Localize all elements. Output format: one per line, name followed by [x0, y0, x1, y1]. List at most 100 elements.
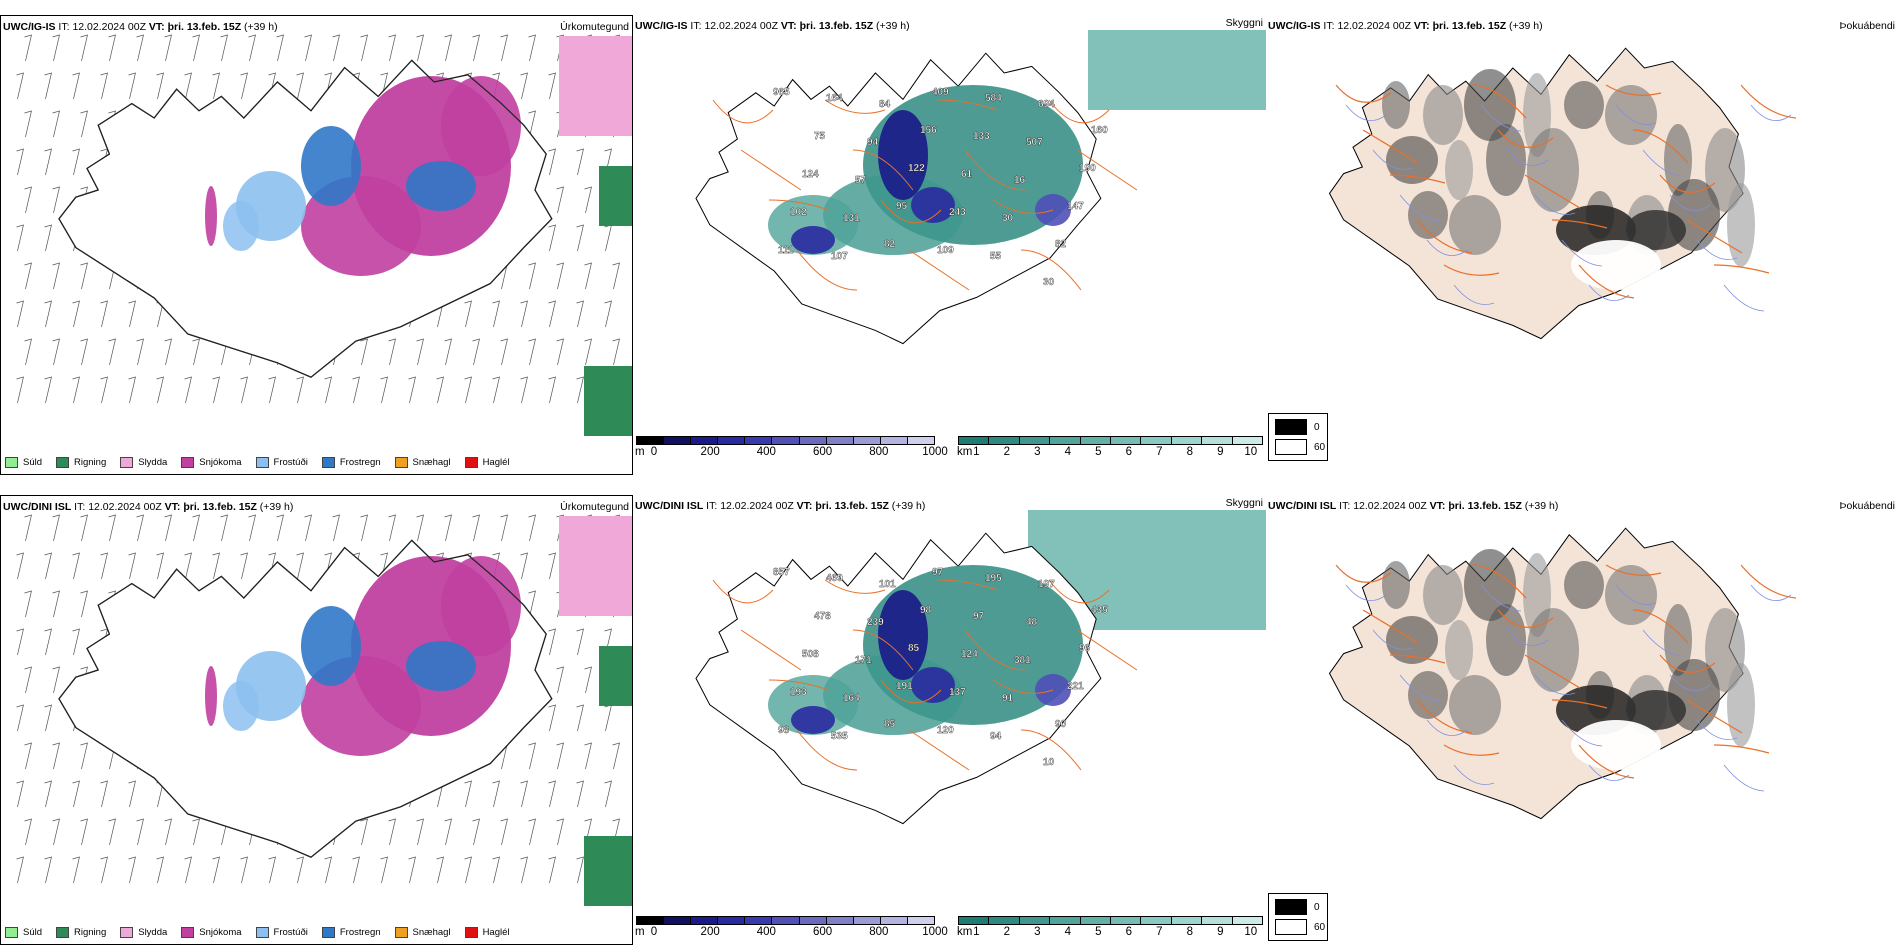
wind-barb	[492, 856, 500, 884]
wind-barb	[304, 514, 312, 542]
panel-header: UWC/DINI ISL IT: 12.02.2024 00Z VT: þri.…	[635, 500, 926, 512]
colorbar-tick: 800	[869, 926, 889, 938]
cloud-base-label: 82	[884, 239, 896, 250]
fog-index-area	[1664, 604, 1692, 676]
precip-area-freezing-rain	[301, 606, 361, 686]
wind-barb	[24, 514, 32, 542]
fog-index-clear	[1571, 240, 1661, 290]
wind-barb	[528, 742, 536, 770]
wind-barb	[100, 552, 108, 580]
road-line	[1443, 264, 1500, 276]
road-line	[964, 149, 1026, 191]
wind-barb	[128, 552, 136, 580]
colorbar-segment	[664, 437, 692, 444]
road-line	[880, 199, 942, 224]
wind-barb	[408, 376, 416, 404]
wind-barb	[44, 300, 52, 328]
panel-title: Skyggni	[1225, 497, 1263, 509]
cloud-base-label: 94	[867, 137, 879, 148]
wind-barb	[240, 72, 248, 100]
precip-area-sleet	[559, 516, 632, 616]
wind-barb	[464, 300, 472, 328]
wind-barb	[184, 72, 192, 100]
river-line	[1588, 764, 1630, 782]
fog-index-clear	[1571, 720, 1661, 770]
colorbar-tick: 400	[756, 926, 776, 938]
iceland-coastline-outline	[58, 59, 553, 378]
fog-index-area	[1423, 85, 1463, 145]
cloud-base-label: 239	[867, 617, 884, 628]
wind-barb	[548, 148, 556, 176]
wind-barb	[268, 856, 276, 884]
legend-item: Rigning	[56, 927, 106, 938]
road-line	[964, 629, 1026, 671]
cloud-base-label: 98	[778, 725, 790, 736]
colorbar-segment	[989, 437, 1020, 444]
wind-barb	[492, 300, 500, 328]
road-line	[1524, 654, 1581, 689]
precip-area-freezing-rain	[406, 641, 476, 691]
road-line	[1632, 609, 1689, 644]
legend-item: Rigning	[56, 457, 106, 468]
precip-map	[16, 34, 632, 436]
colorbar-segment	[1141, 437, 1172, 444]
road-line	[768, 679, 830, 691]
river-line	[1453, 284, 1495, 305]
colorbar-tick: 200	[700, 926, 720, 938]
road-line	[1686, 699, 1743, 734]
fog-legend-row: 0	[1275, 419, 1320, 435]
cloud-base-label: 82	[1055, 239, 1067, 250]
fog-index-area	[1605, 565, 1657, 625]
wind-barb	[360, 818, 368, 846]
legend-label: Snæhagl	[412, 927, 451, 938]
wind-barb	[324, 856, 332, 884]
colorbar-unit: m	[635, 926, 645, 938]
colorbar-segment	[826, 917, 854, 924]
colorbar-tick: 1	[973, 926, 980, 938]
panel-header: UWC/IG-IS IT: 12.02.2024 00Z VT: þri. 13…	[3, 21, 278, 33]
wind-barb	[72, 856, 80, 884]
wind-barb	[16, 552, 24, 580]
panel-header: UWC/DINI ISL IT: 12.02.2024 00Z VT: þri.…	[1268, 500, 1559, 512]
wind-barb	[584, 338, 592, 366]
fog-index-area	[1486, 604, 1526, 676]
river-line	[1534, 194, 1576, 215]
cloud-base-label: 107	[831, 251, 848, 262]
road-line	[1524, 174, 1581, 209]
legend-label: Snjókoma	[199, 457, 242, 468]
colorbar-tick: 5	[1095, 446, 1102, 458]
wind-barb	[296, 72, 304, 100]
road-line	[1076, 149, 1138, 191]
wind-barb	[500, 338, 508, 366]
wind-barb	[612, 338, 620, 366]
river-line	[1723, 284, 1765, 312]
fog-map	[1328, 527, 1797, 820]
cloud-base-label: 98	[920, 605, 932, 616]
wind-barb	[72, 376, 80, 404]
road-line	[1713, 744, 1770, 754]
colorbar-tick: 1000	[922, 446, 948, 458]
legend-label: Frostregn	[339, 457, 381, 468]
colorbar-tick: 6	[1125, 446, 1132, 458]
colorbar-segment	[1202, 437, 1233, 444]
wind-barb	[16, 72, 24, 100]
wind-barb	[192, 818, 200, 846]
wind-barb	[52, 590, 60, 618]
cloud-base-label: 48	[1026, 617, 1038, 628]
cloud-base-area	[911, 667, 955, 703]
wind-barb	[576, 224, 584, 252]
wind-barb	[164, 818, 172, 846]
wind-barb	[296, 552, 304, 580]
wind-barb	[388, 818, 396, 846]
precip-area-freezing-rain	[301, 126, 361, 206]
cloud-base-label: 10	[1043, 757, 1055, 768]
wind-barb	[52, 818, 60, 846]
wind-barb	[324, 376, 332, 404]
legend-item: Snjókoma	[181, 457, 242, 468]
cloud-base-label: 965	[773, 87, 790, 98]
fog-legend-swatch	[1275, 899, 1307, 915]
legend-label: Frostúði	[273, 457, 308, 468]
cloud-base-label: 131	[843, 213, 860, 224]
colorbar-tick: 4	[1064, 926, 1071, 938]
river-line	[1345, 104, 1387, 122]
